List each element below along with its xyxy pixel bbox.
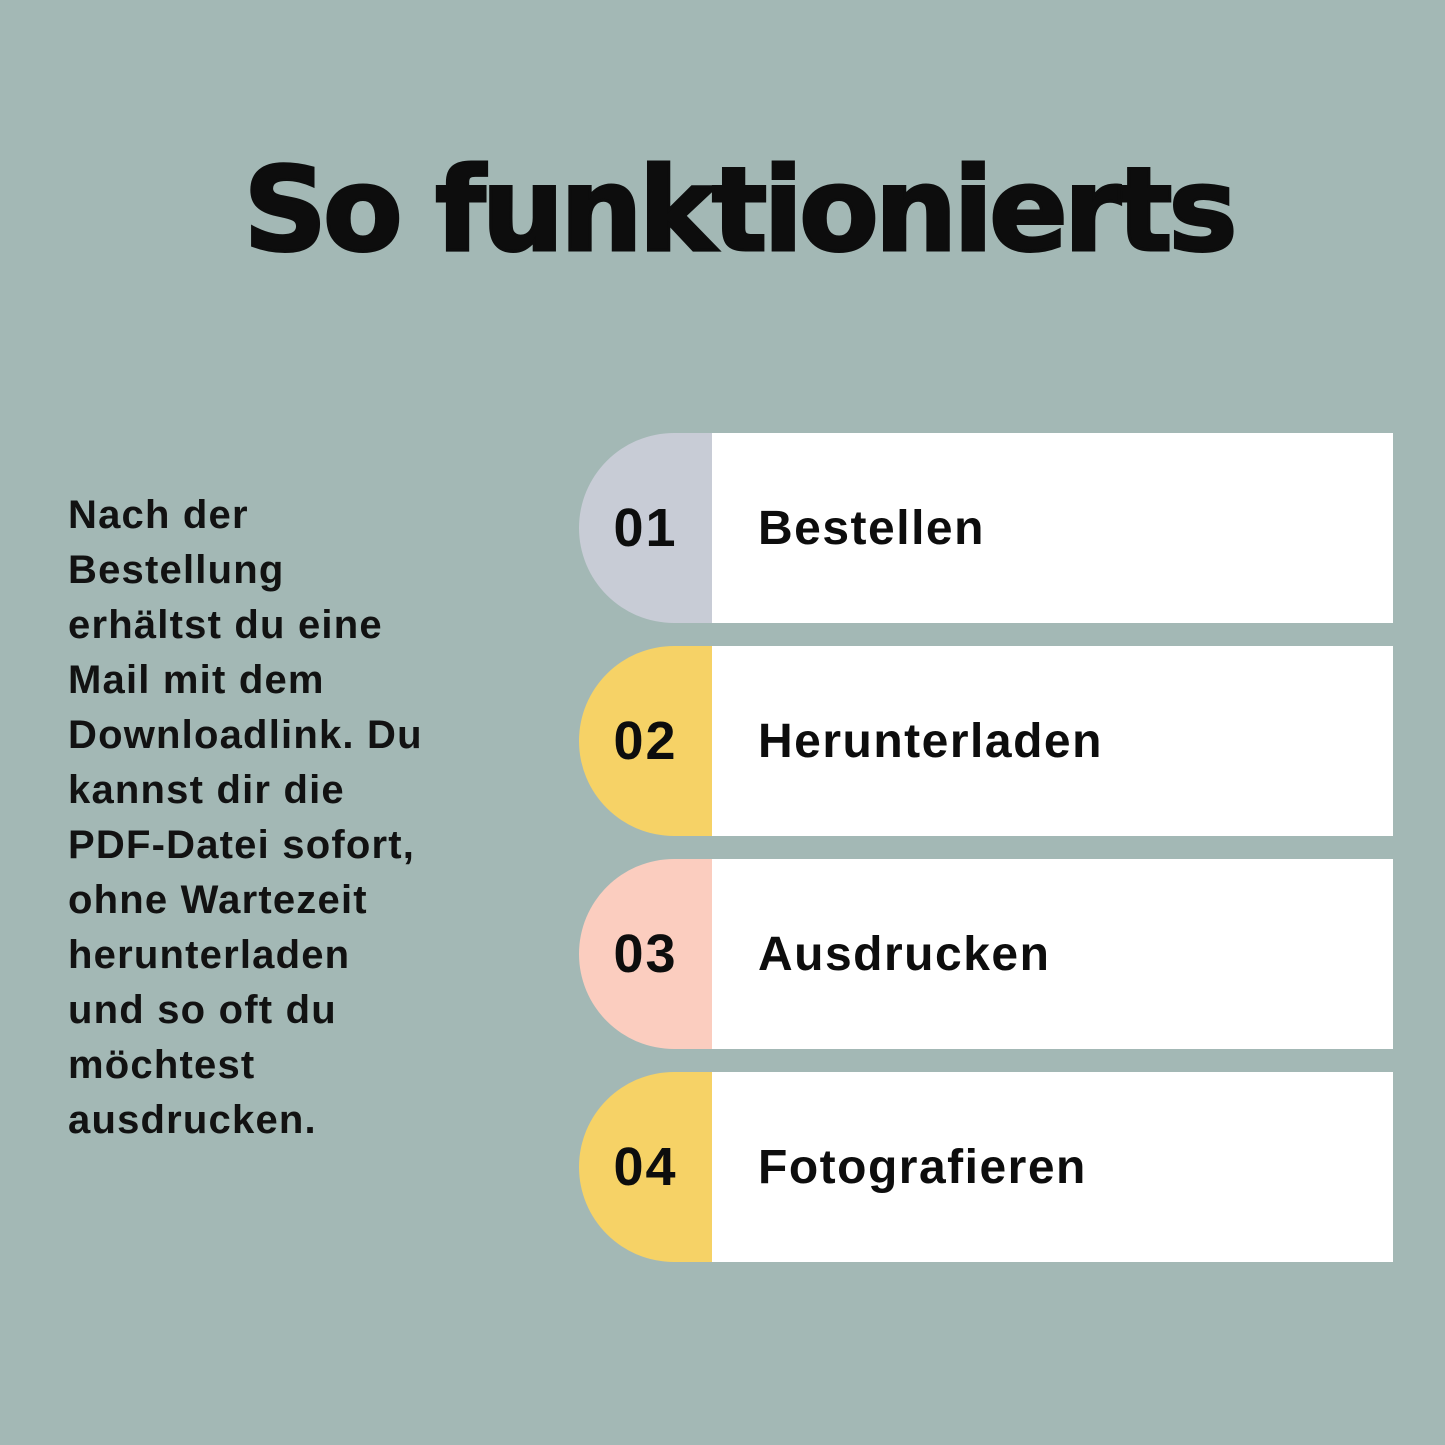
step-number: 03: [613, 924, 678, 984]
step-label: Bestellen: [758, 501, 985, 555]
step-number-badge: 02: [579, 646, 712, 836]
step-label: Herunterladen: [758, 714, 1103, 768]
step-card: Herunterladen: [712, 646, 1393, 836]
step-number: 02: [613, 711, 678, 771]
step-card: Ausdrucken: [712, 859, 1393, 1049]
step-row: 03 Ausdrucken: [579, 859, 1393, 1049]
step-number: 04: [613, 1137, 678, 1197]
steps-list: 01 Bestellen 02 Herunterladen 03 Ausdruc…: [579, 433, 1393, 1262]
step-number-badge: 01: [579, 433, 712, 623]
description-text: Nach der Bestellung erhältst du eine Mai…: [68, 493, 423, 1142]
step-number-badge: 03: [579, 859, 712, 1049]
step-row: 01 Bestellen: [579, 433, 1393, 623]
step-number-badge: 04: [579, 1072, 712, 1262]
step-number: 01: [613, 498, 678, 558]
page-title: So funktionierts: [242, 143, 1239, 278]
step-card: Bestellen: [712, 433, 1393, 623]
step-label: Fotografieren: [758, 1140, 1087, 1194]
step-card: Fotografieren: [712, 1072, 1393, 1262]
step-label: Ausdrucken: [758, 927, 1051, 981]
step-row: 04 Fotografieren: [579, 1072, 1393, 1262]
step-row: 02 Herunterladen: [579, 646, 1393, 836]
